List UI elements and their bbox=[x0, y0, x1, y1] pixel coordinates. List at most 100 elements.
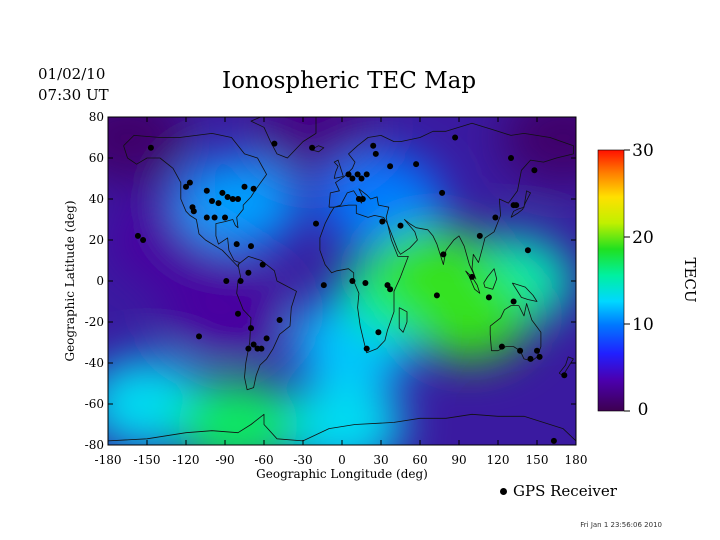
coastline bbox=[333, 159, 344, 179]
coastline bbox=[123, 133, 267, 267]
x-tick-label: 90 bbox=[451, 453, 466, 467]
gps-receiver-dot bbox=[372, 150, 379, 157]
tec-region bbox=[254, 117, 378, 174]
gps-receiver-dot bbox=[211, 214, 218, 221]
gps-receiver-dot bbox=[313, 220, 319, 227]
gps-receiver-dot bbox=[345, 171, 352, 178]
gps-receiver-dot bbox=[531, 167, 538, 174]
gps-receiver-dot bbox=[354, 171, 361, 178]
x-tick-label: -90 bbox=[215, 453, 234, 467]
gps-receiver-dot bbox=[524, 247, 531, 254]
gps-receiver-dot bbox=[485, 294, 492, 301]
x-tick-label: 0 bbox=[338, 453, 346, 467]
gps-receiver-dot bbox=[363, 345, 370, 352]
x-axis-ticks: -180 -150 -120 -90 -60 -30 0 30 60 90 120 150 180 bbox=[95, 117, 588, 467]
gps-receiver-dot bbox=[510, 298, 517, 305]
gps-receiver-dot bbox=[513, 202, 520, 209]
gps-receiver-dot bbox=[250, 341, 257, 348]
gps-receiver-dot bbox=[476, 232, 483, 239]
gps-receiver-dot bbox=[492, 214, 499, 221]
gps-receiver-dot bbox=[263, 335, 270, 342]
y-tick-label: 60 bbox=[89, 151, 104, 165]
gps-receiver-dot bbox=[363, 171, 370, 178]
gps-receiver-dot bbox=[248, 325, 254, 332]
gps-receiver-dot bbox=[498, 343, 505, 350]
colorbar-tick-label: 0 bbox=[638, 400, 649, 420]
gps-receiver-dot bbox=[387, 286, 394, 293]
tec-region bbox=[176, 157, 300, 250]
gps-receiver-dot bbox=[536, 353, 543, 360]
tec-region bbox=[108, 117, 190, 184]
legend-label: GPS Receiver bbox=[513, 482, 617, 500]
x-tick-label: -180 bbox=[95, 453, 122, 467]
gps-receiver-dot bbox=[209, 198, 215, 205]
tec-region bbox=[176, 378, 300, 445]
gps-receiver-dot bbox=[245, 269, 252, 276]
gps-receiver-dot bbox=[235, 196, 241, 202]
gps-receiver-dot bbox=[362, 280, 369, 287]
gps-receiver-dot bbox=[527, 355, 534, 362]
y-tick-label: -80 bbox=[85, 438, 104, 452]
map-datetime: 01/02/10 07:30 UT bbox=[38, 64, 109, 106]
gps-receiver-dot bbox=[397, 222, 404, 229]
map-date: 01/02/10 bbox=[38, 65, 106, 83]
y-tick-label: 40 bbox=[89, 192, 104, 206]
x-tick-label: 180 bbox=[565, 453, 588, 467]
coastline bbox=[108, 413, 576, 442]
gps-receiver-dot bbox=[359, 196, 366, 202]
x-tick-label: -120 bbox=[173, 453, 200, 467]
gps-receiver-dot bbox=[320, 282, 327, 289]
gps-receiver-dot bbox=[203, 214, 210, 221]
gps-receiver-dot bbox=[223, 278, 230, 284]
chart-title: Ionospheric TEC Map bbox=[222, 68, 477, 94]
gps-receiver-dot bbox=[147, 144, 154, 151]
tec-heatmap bbox=[108, 117, 576, 445]
y-tick-label: 20 bbox=[89, 233, 104, 247]
coastline bbox=[510, 190, 531, 218]
coastline bbox=[511, 282, 538, 302]
gps-receiver-dot bbox=[140, 237, 147, 243]
y-tick-label: -20 bbox=[85, 315, 104, 329]
gps-receiver-dot bbox=[237, 278, 244, 284]
gps-receiver-dot bbox=[233, 241, 240, 248]
coastline bbox=[328, 122, 574, 280]
x-tick-label: 60 bbox=[412, 453, 427, 467]
receiver-dot-icon bbox=[500, 487, 507, 495]
gps-receiver-dot bbox=[203, 187, 210, 194]
gps-receiver-dot bbox=[219, 189, 226, 196]
gps-receiver-dot bbox=[259, 261, 266, 268]
gps-receiver-dot bbox=[387, 163, 394, 170]
gps-receiver-dot bbox=[250, 185, 257, 192]
gps-receiver-dot bbox=[349, 278, 356, 284]
coastline bbox=[483, 268, 498, 290]
gps-receiver-dot bbox=[134, 232, 141, 239]
colorbar-label: TECU bbox=[681, 257, 699, 302]
x-tick-label: -150 bbox=[134, 453, 161, 467]
tec-region bbox=[501, 117, 576, 184]
tec-region bbox=[280, 378, 404, 445]
coastline bbox=[398, 307, 408, 333]
gps-receiver-dot bbox=[235, 310, 241, 317]
gps-receiver-dot bbox=[561, 372, 568, 379]
y-axis-ticks: 80 60 40 20 0 -20 -40 -60 -80 bbox=[85, 110, 576, 452]
gps-receiver-dot bbox=[433, 292, 440, 299]
coastline bbox=[236, 255, 297, 391]
colorbar-ticks: 0 10 20 30 bbox=[624, 141, 654, 420]
gps-receiver-dot bbox=[309, 144, 316, 151]
gps-receiver-dot bbox=[349, 175, 356, 182]
coastline bbox=[310, 145, 325, 153]
gps-receiver-dot bbox=[248, 243, 254, 250]
gps-receiver-dot bbox=[196, 333, 202, 340]
x-tick-label: -30 bbox=[293, 453, 312, 467]
gps-receiver-dot bbox=[183, 183, 189, 190]
gps-receiver-dot bbox=[358, 175, 365, 182]
x-tick-label: -60 bbox=[254, 453, 273, 467]
generation-timestamp: Fri Jan 1 23:56:06 2010 bbox=[580, 521, 662, 529]
colorbar-tick-label: 30 bbox=[632, 141, 654, 161]
gps-receiver-dot bbox=[379, 218, 386, 225]
gps-receiver-dot bbox=[469, 273, 475, 280]
gps-receiver-dot bbox=[440, 251, 447, 258]
continent-outlines bbox=[108, 117, 576, 442]
colorbar bbox=[597, 149, 625, 412]
